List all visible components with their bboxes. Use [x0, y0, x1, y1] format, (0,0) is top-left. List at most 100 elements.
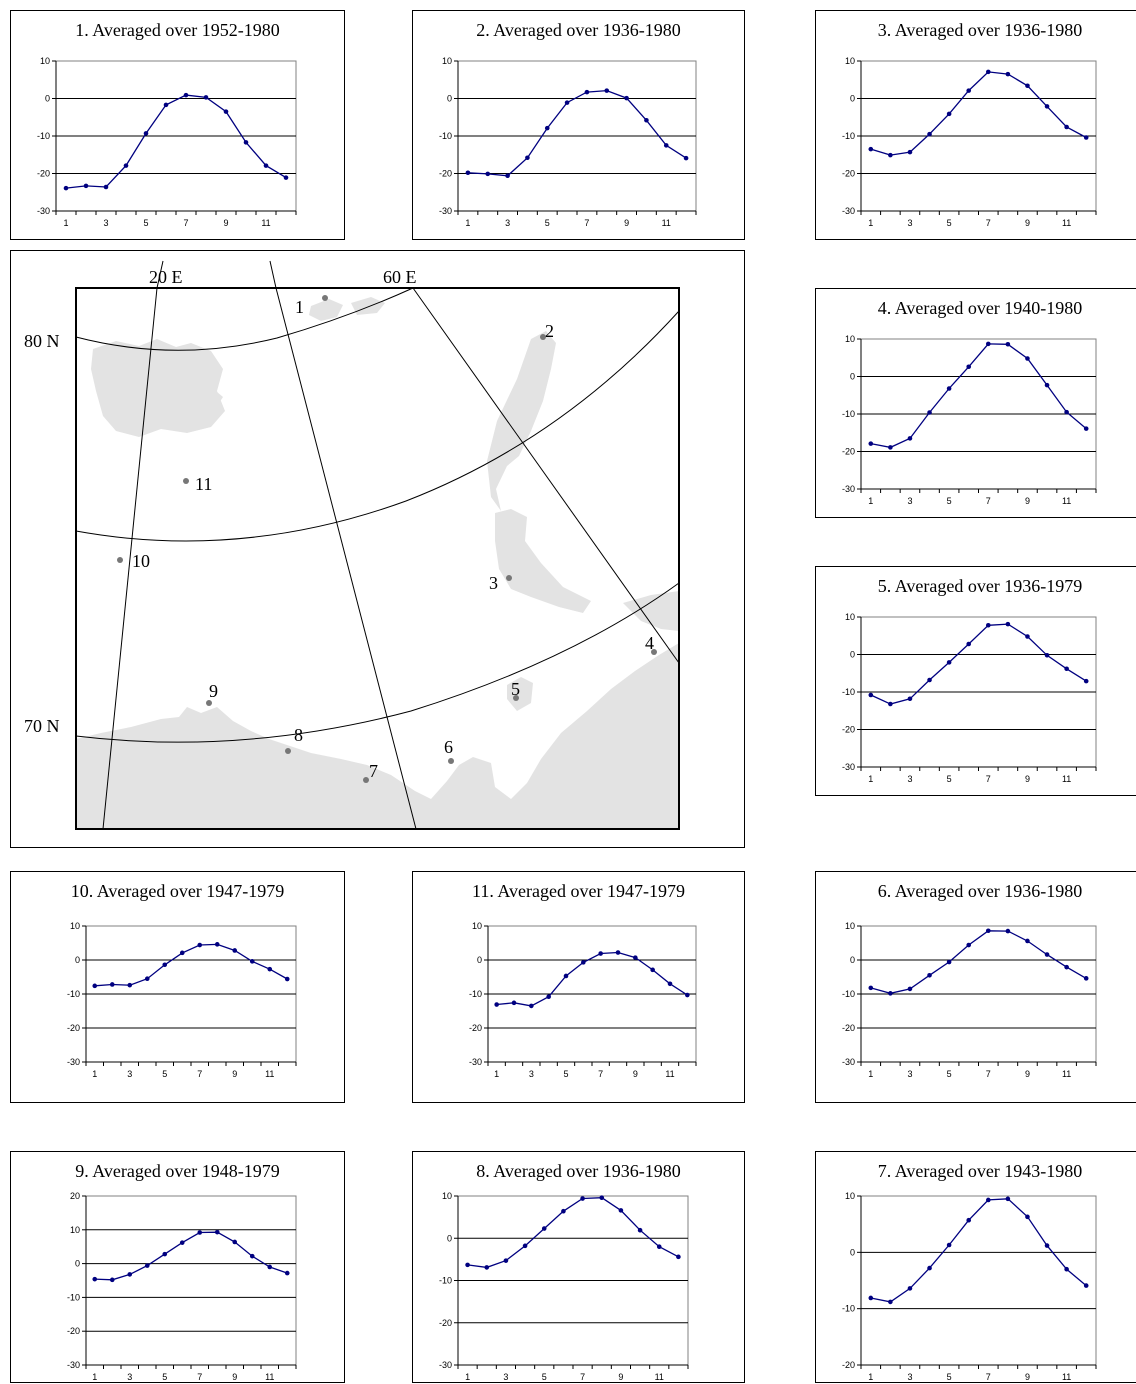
data-point — [888, 701, 893, 707]
chart-title: 2. Averaged over 1936-1980 — [476, 20, 681, 40]
line-chart: 10 0 -10 -20 -30 1 3 5 7 9 11 — [842, 612, 1097, 784]
y-tick-label: -10 — [842, 1304, 855, 1314]
series-line — [467, 1197, 679, 1269]
station-label-6: 6 — [444, 737, 453, 757]
x-tick-label: 11 — [665, 1069, 674, 1079]
line-chart: 10 0 -10 -20 -30 1 3 5 7 9 11 — [842, 921, 1097, 1079]
x-tick-label: 11 — [1062, 1372, 1071, 1382]
data-point — [1044, 1243, 1050, 1248]
data-point — [888, 445, 893, 450]
data-point — [663, 143, 669, 148]
station-marker-9 — [206, 700, 212, 706]
data-point — [1064, 666, 1069, 672]
y-tick-label: 10 — [40, 56, 50, 66]
data-point — [927, 131, 932, 137]
chart-panel-8: 8. Averaged over 1936-1980 10 0 -10 -20 -30 1… — [412, 1151, 745, 1383]
chart-panel-9: 9. Averaged over 1948-1979 20 10 0 -10 -20 -3… — [10, 1151, 345, 1383]
x-tick-label: 1 — [868, 1069, 873, 1079]
data-point — [946, 1242, 952, 1248]
y-tick-label: -20 — [67, 1023, 80, 1033]
franz-josef-land — [309, 299, 343, 321]
x-tick-label: 11 — [265, 1372, 274, 1382]
land-shapes — [76, 297, 679, 829]
data-point — [1005, 71, 1011, 77]
data-point — [584, 89, 590, 95]
line-chart: 10 0 -10 -20 -30 1 3 5 7 9 11 — [439, 1191, 689, 1382]
data-point — [667, 981, 673, 987]
line-chart: 10 0 -10 -20 -30 1 3 5 7 9 11 — [37, 56, 297, 228]
data-point — [223, 109, 229, 114]
y-tick-label: 10 — [845, 334, 855, 344]
line-chart: 10 0 -10 -20 -30 1 3 5 7 9 11 — [439, 56, 697, 228]
x-tick-label: 7 — [580, 1372, 585, 1382]
data-point — [109, 982, 115, 987]
data-point — [485, 171, 491, 177]
parallel-label-70n: 70 N — [24, 716, 60, 736]
y-tick-label: 10 — [845, 921, 855, 931]
station-marker-2 — [540, 334, 546, 340]
series-line — [467, 89, 687, 177]
chart-panel-1: 1. Averaged over 1952-1980 10 0 -10 -20 -30 1… — [10, 10, 345, 240]
x-tick-label: 9 — [1025, 218, 1030, 228]
data-point — [1044, 652, 1050, 658]
data-point — [946, 660, 952, 665]
y-tick-label: -30 — [842, 484, 855, 494]
data-point — [868, 146, 874, 152]
data-point — [966, 942, 972, 948]
x-tick-label: 7 — [986, 496, 991, 506]
data-point — [563, 973, 569, 979]
y-tick-label: -30 — [842, 206, 855, 216]
chart-panel-5: 5. Averaged over 1936-1979 10 0 -10 -20 -30 1… — [815, 566, 1136, 796]
data-point — [162, 962, 168, 968]
data-point — [985, 1197, 991, 1203]
y-tick-label: -10 — [439, 131, 452, 141]
data-point — [927, 677, 932, 683]
x-tick-label: 11 — [1062, 774, 1071, 784]
meridian-label-20e: 20 E — [149, 267, 183, 287]
y-tick-label: 0 — [850, 94, 855, 104]
x-tick-label: 7 — [986, 218, 991, 228]
data-point — [143, 131, 149, 136]
y-tick-label: -20 — [469, 1023, 482, 1033]
y-tick-label: -20 — [439, 169, 452, 179]
line-chart: 10 0 -10 -20 -30 1 3 5 7 9 11 — [67, 921, 297, 1079]
x-tick-label: 1 — [92, 1372, 97, 1382]
chart-title: 10. Averaged over 1947-1979 — [70, 881, 285, 901]
y-tick-label: -20 — [37, 169, 50, 179]
x-tick-label: 9 — [232, 1069, 237, 1079]
parallel-70n — [75, 582, 680, 743]
data-point — [624, 95, 629, 101]
meridian-20e-ext — [156, 260, 164, 289]
data-point — [1005, 621, 1011, 627]
data-point — [1025, 938, 1030, 944]
data-point — [1064, 409, 1069, 415]
data-point — [598, 951, 603, 956]
station-label-7: 7 — [369, 761, 378, 781]
y-tick-label: 0 — [850, 650, 855, 660]
kolguev-island — [507, 677, 533, 711]
data-point — [868, 985, 874, 991]
x-tick-label: 3 — [529, 1069, 534, 1079]
data-point — [465, 170, 471, 176]
x-tick-label: 3 — [505, 218, 510, 228]
x-tick-label: 3 — [907, 774, 912, 784]
data-point — [618, 1208, 624, 1213]
y-tick-label: -30 — [842, 1057, 855, 1067]
meridian-60e — [412, 287, 680, 664]
x-tick-label: 3 — [503, 1372, 508, 1382]
y-tick-label: 0 — [447, 94, 452, 104]
y-tick-label: 0 — [850, 372, 855, 382]
x-tick-label: 1 — [465, 1372, 470, 1382]
data-point — [162, 1251, 168, 1257]
data-point — [1005, 928, 1011, 934]
franz-josef-land-2 — [351, 297, 385, 315]
vaygach-land — [623, 591, 679, 631]
y-tick-label: -10 — [67, 1292, 80, 1302]
x-tick-label: 9 — [1025, 1069, 1030, 1079]
data-point — [1025, 1214, 1030, 1220]
y-tick-label: 0 — [75, 955, 80, 965]
series-line — [870, 71, 1087, 156]
x-tick-label: 11 — [265, 1069, 274, 1079]
y-tick-label: -20 — [842, 725, 855, 735]
station-label-11: 11 — [195, 474, 212, 494]
